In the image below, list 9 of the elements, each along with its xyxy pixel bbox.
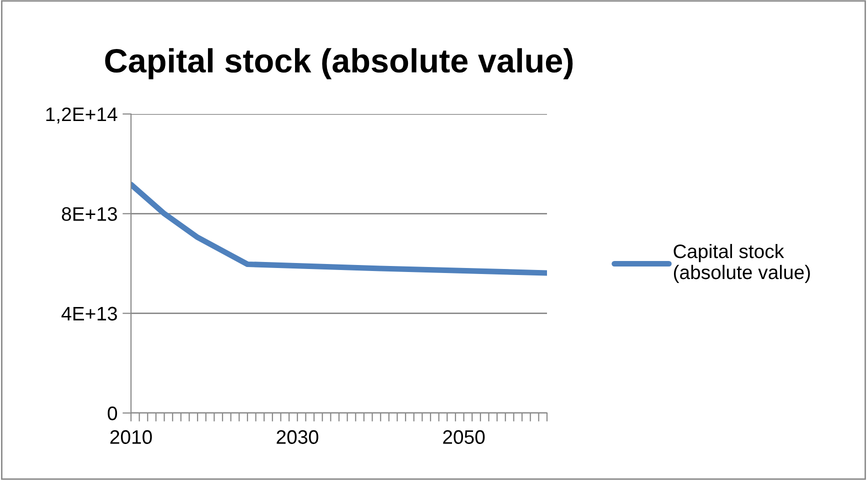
x-tick-label: 2050 (443, 430, 485, 444)
chart-title: Capital stock (absolute value) (105, 48, 573, 80)
x-tick-label: 2030 (276, 430, 318, 444)
y-tick-label: 4E+13 (61, 306, 117, 321)
x-tick-label: 2010 (110, 430, 152, 444)
y-tick-label: 1,2E+14 (46, 107, 118, 124)
y-tick-label: 0 (108, 406, 118, 420)
legend-label: Capital stock (absolute value) (674, 244, 810, 284)
y-tick-label: 8E+13 (62, 207, 117, 221)
